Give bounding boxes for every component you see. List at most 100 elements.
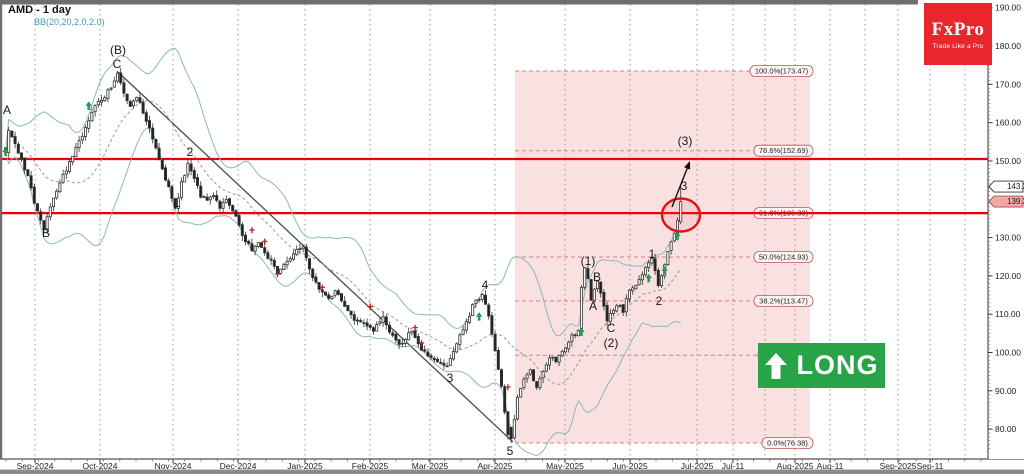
price-axis[interactable]: 190.00 180.00 170.00 160.00 150.00 130.00 120.… — [987, 0, 1024, 459]
candle — [176, 197, 180, 209]
bottom-window-bar — [0, 469, 1024, 474]
candle — [621, 304, 625, 313]
candle — [525, 374, 529, 379]
candle — [154, 138, 158, 149]
buy-arrow-icon — [645, 273, 652, 283]
candle — [541, 370, 545, 379]
price-axis-label: 170.00 — [995, 79, 1021, 89]
candle — [327, 294, 331, 299]
sell-cross-icon — [249, 227, 255, 234]
wave-label: 2 — [187, 145, 194, 159]
candle — [490, 315, 494, 335]
candle — [634, 284, 638, 290]
candle — [87, 120, 91, 129]
candle — [36, 203, 40, 212]
candle — [42, 220, 46, 231]
candle — [202, 195, 206, 198]
candle — [432, 357, 436, 361]
candle — [259, 242, 263, 248]
trade-markers — [2, 101, 681, 391]
candle — [317, 282, 321, 290]
price-axis-label: 120.00 — [995, 271, 1021, 281]
candle — [442, 362, 446, 366]
candle — [599, 281, 603, 294]
candle — [256, 242, 260, 247]
candle — [355, 319, 359, 322]
candle — [227, 198, 231, 206]
wave-label: B — [593, 270, 601, 284]
candle — [29, 175, 33, 189]
wave-label: 3 — [681, 179, 688, 193]
candle — [410, 330, 414, 334]
candle — [455, 343, 459, 353]
wave-label: 5 — [507, 444, 514, 458]
candle — [499, 369, 503, 387]
resistance-lines[interactable] — [0, 157, 988, 215]
candle — [631, 287, 635, 292]
price-badge — [988, 195, 1024, 208]
candle — [96, 101, 100, 106]
candle — [548, 357, 552, 366]
time-axis-label: Dec-2024 — [220, 461, 257, 471]
candle — [80, 135, 84, 141]
sell-cross-icon — [274, 271, 281, 278]
candle — [644, 266, 648, 276]
candle — [615, 305, 619, 312]
candle — [394, 333, 398, 341]
candle — [429, 355, 433, 358]
candle — [461, 329, 465, 335]
candle — [295, 248, 299, 256]
candle — [64, 170, 68, 175]
svg-text:0.0%(76.38): 0.0%(76.38) — [767, 439, 808, 448]
candle — [535, 381, 539, 388]
candle — [170, 186, 174, 199]
candle — [247, 240, 251, 244]
candle — [503, 386, 507, 413]
wave-label: (1) — [581, 254, 596, 268]
candle — [307, 258, 311, 270]
time-axis-label: Sep-11 — [917, 461, 944, 471]
candle — [656, 269, 660, 286]
candle — [346, 305, 350, 312]
candle — [211, 195, 215, 198]
candle — [567, 341, 571, 350]
candle — [141, 101, 145, 114]
sell-cross-icon — [262, 238, 268, 245]
wave-label: (2) — [604, 336, 619, 350]
candle — [163, 167, 167, 181]
candle — [583, 267, 587, 288]
left-window-edge — [0, 0, 3, 459]
candle — [298, 248, 302, 251]
candle — [596, 280, 600, 290]
candle — [576, 329, 580, 337]
candle — [573, 334, 577, 336]
candle — [218, 200, 222, 209]
descending-trendline[interactable] — [117, 71, 514, 443]
svg-text:100.0%(173.47): 100.0%(173.47) — [755, 67, 809, 76]
candle — [423, 349, 427, 352]
candle — [167, 180, 171, 187]
time-axis-label: Feb-2025 — [352, 461, 389, 471]
candle — [323, 291, 327, 296]
price-axis-label: 150.00 — [995, 156, 1021, 166]
candle — [618, 305, 622, 307]
candle — [100, 100, 104, 103]
wave-label: 1 — [174, 196, 181, 210]
candle — [387, 324, 391, 333]
candle — [272, 259, 276, 267]
candle — [7, 130, 11, 154]
candle — [496, 349, 500, 370]
candle — [125, 93, 129, 102]
candle — [119, 72, 123, 84]
candle — [157, 147, 161, 161]
candles-layer — [4, 68, 683, 443]
candle — [26, 169, 30, 177]
price-badge — [988, 180, 1024, 193]
candle — [116, 72, 120, 82]
time-axis-label: Oct-2024 — [83, 461, 118, 471]
candle — [509, 426, 513, 440]
candle — [416, 336, 420, 345]
